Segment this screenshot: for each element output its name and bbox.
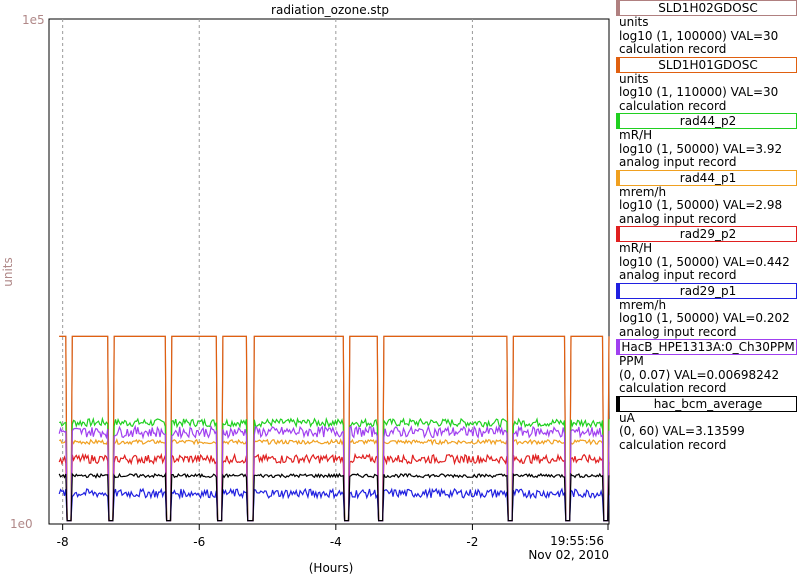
x-tick-label-3: -2 <box>466 535 478 549</box>
legend-units: units <box>619 71 649 86</box>
legend-record: analog input record <box>619 155 737 169</box>
legend-entry-7[interactable]: hac_bcm_average uA (0, 60) VAL=3.13599 calc… <box>612 395 800 453</box>
legend-record: analog input record <box>619 324 737 339</box>
series-layer <box>58 335 610 522</box>
legend-name[interactable]: hac_bcm_average <box>616 395 797 412</box>
legend-range: log10 (1, 100000) VAL=30 <box>619 28 779 43</box>
legend-name[interactable]: rad29_p2 <box>616 226 797 242</box>
series-line-rad44_p2 <box>58 416 610 522</box>
legend-record: calculation record <box>619 42 727 56</box>
legend-range: (0, 0.07) VAL=0.00698242 <box>619 367 780 382</box>
legend-entry-3[interactable]: rad44_p1 mrem/h log10 (1, 50000) VAL=2.98 a… <box>612 169 800 227</box>
legend-units: mR/H <box>619 241 653 255</box>
legend: SLD1H02GDOSC units log10 (1, 100000) VAL=3… <box>612 0 800 452</box>
legend-range: log10 (1, 50000) VAL=2.98 <box>619 198 783 212</box>
series-line-rad44_p1 <box>58 438 610 522</box>
legend-units: mrem/h <box>619 297 667 312</box>
legend-entry-4[interactable]: rad29_p2 mR/H log10 (1, 50000) VAL=0.442 an… <box>612 226 800 283</box>
legend-entry-1[interactable]: SLD1H01GDOSC units log10 (1, 110000) VAL=3… <box>612 56 800 114</box>
legend-range: log10 (1, 50000) VAL=0.442 <box>619 254 790 269</box>
legend-record: analog input record <box>619 268 737 282</box>
legend-record: calculation record <box>619 381 727 395</box>
legend-range: log10 (1, 50000) VAL=0.202 <box>619 311 790 325</box>
grid <box>62 19 473 524</box>
x-end-date-label: Nov 02, 2010 <box>528 548 609 562</box>
x-axis-ticks: -8 -6 -4 -2 <box>57 524 609 549</box>
x-tick-label-0: -8 <box>57 535 69 549</box>
legend-range: (0, 60) VAL=3.13599 <box>619 424 745 438</box>
legend-name[interactable]: SLD1H02GDOSC <box>616 0 797 16</box>
legend-units: PPM <box>619 354 644 368</box>
legend-entry-0[interactable]: SLD1H02GDOSC units log10 (1, 100000) VAL=3… <box>612 0 800 57</box>
y-tick-label-bottom: 1e0 <box>10 517 33 531</box>
legend-range: log10 (1, 110000) VAL=30 <box>619 85 779 99</box>
legend-name[interactable]: rad44_p2 <box>616 113 797 129</box>
series-line-HacB_HPE1313A:0_Ch30PPM <box>58 424 610 522</box>
legend-entry-5[interactable]: rad29_p1 mrem/h log10 (1, 50000) VAL=0.202… <box>612 282 800 340</box>
legend-units: mrem/h <box>619 184 667 199</box>
legend-units: mR/H <box>619 128 653 142</box>
legend-units: units <box>619 15 649 29</box>
chart-title: radiation_ozone.stp <box>271 3 389 17</box>
series-line-SLD1H01GDOSC <box>59 335 610 522</box>
y-axis-label: units <box>1 257 15 287</box>
x-tick-label-2: -4 <box>330 535 342 549</box>
series-line-rad29_p1 <box>58 487 610 522</box>
legend-units: uA <box>619 410 635 425</box>
legend-name[interactable]: SLD1H01GDOSC <box>616 56 797 73</box>
legend-name[interactable]: rad44_p1 <box>616 169 797 186</box>
legend-entry-2[interactable]: rad44_p2 mR/H log10 (1, 50000) VAL=3.92 ana… <box>612 113 800 170</box>
series-line-hac_bcm_average <box>58 472 610 522</box>
x-tick-label-1: -6 <box>193 535 205 549</box>
legend-record: analog input record <box>619 211 737 226</box>
legend-name[interactable]: rad29_p1 <box>616 282 797 299</box>
legend-record: calculation record <box>619 437 727 452</box>
x-end-time-label: 19:55:56 <box>550 534 604 548</box>
plot-area <box>48 18 610 525</box>
legend-record: calculation record <box>619 98 727 113</box>
legend-range: log10 (1, 50000) VAL=3.92 <box>619 141 783 156</box>
legend-name[interactable]: HacB_HPE1313A:0_Ch30PPM <box>616 339 797 355</box>
x-axis-label: (Hours) <box>309 561 354 575</box>
y-tick-label-top: 1e5 <box>22 13 45 27</box>
series-line-rad29_p2 <box>58 452 610 522</box>
legend-entry-6[interactable]: HacB_HPE1313A:0_Ch30PPM PPM (0, 0.07) VAL=… <box>612 339 800 396</box>
